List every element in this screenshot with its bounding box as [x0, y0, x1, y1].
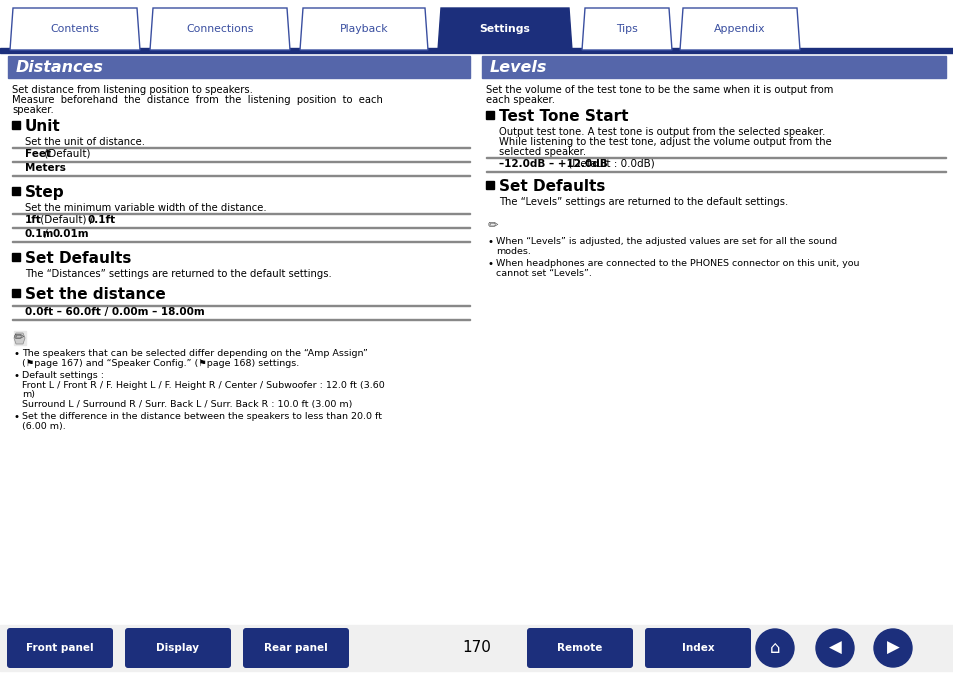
Text: 0.0ft – 60.0ft / 0.00m – 18.00m: 0.0ft – 60.0ft / 0.00m – 18.00m — [25, 307, 205, 317]
Text: The “Distances” settings are returned to the default settings.: The “Distances” settings are returned to… — [25, 269, 332, 279]
Polygon shape — [10, 8, 140, 50]
Text: ✏: ✏ — [13, 332, 24, 345]
Bar — [485, 111, 494, 119]
Bar — [12, 121, 20, 129]
Text: /: / — [41, 229, 51, 239]
Bar — [12, 187, 20, 195]
Text: Connections: Connections — [186, 24, 253, 34]
Text: Default settings :: Default settings : — [22, 371, 104, 380]
Text: Index: Index — [681, 643, 714, 653]
Text: (Default) /: (Default) / — [36, 215, 96, 225]
Text: (Default): (Default) — [41, 149, 90, 159]
Text: Surround L / Surround R / Surr. Back L / Surr. Back R : 10.0 ft (3.00 m): Surround L / Surround R / Surr. Back L /… — [22, 400, 352, 409]
Polygon shape — [14, 333, 25, 344]
Text: Set the volume of the test tone to be the same when it is output from: Set the volume of the test tone to be th… — [485, 85, 833, 95]
Text: Measure  beforehand  the  distance  from  the  listening  position  to  each: Measure beforehand the distance from the… — [12, 95, 382, 105]
Text: cannot set “Levels”.: cannot set “Levels”. — [496, 269, 591, 277]
Text: Contents: Contents — [51, 24, 99, 34]
Bar — [12, 253, 20, 261]
Text: Feet: Feet — [25, 149, 51, 159]
Text: Meters: Meters — [25, 163, 66, 173]
Bar — [12, 289, 20, 297]
Text: •: • — [14, 371, 20, 381]
Polygon shape — [299, 8, 428, 50]
Bar — [485, 181, 494, 189]
Text: •: • — [14, 412, 20, 422]
FancyBboxPatch shape — [243, 628, 349, 668]
Text: Set the unit of distance.: Set the unit of distance. — [25, 137, 145, 147]
Text: ◀: ◀ — [828, 639, 841, 657]
Text: Set Defaults: Set Defaults — [25, 251, 132, 266]
Bar — [14, 331, 26, 345]
Text: Unit: Unit — [25, 119, 61, 134]
Text: Settings: Settings — [479, 24, 530, 34]
Text: (6.00 m).: (6.00 m). — [22, 421, 66, 431]
Bar — [8, 56, 470, 78]
Bar — [0, 625, 953, 671]
Text: Levels: Levels — [490, 59, 547, 75]
FancyBboxPatch shape — [7, 628, 112, 668]
Text: 0.01m: 0.01m — [52, 229, 89, 239]
Text: Set distance from listening position to speakers.: Set distance from listening position to … — [12, 85, 253, 95]
Text: Set Defaults: Set Defaults — [498, 179, 605, 194]
Bar — [0, 48, 953, 53]
Text: The speakers that can be selected differ depending on the “Amp Assign”: The speakers that can be selected differ… — [22, 349, 368, 358]
Text: Set the distance: Set the distance — [25, 287, 166, 302]
Polygon shape — [581, 8, 671, 50]
Text: each speaker.: each speaker. — [485, 95, 555, 105]
Circle shape — [815, 629, 853, 667]
Text: When “Levels” is adjusted, the adjusted values are set for all the sound: When “Levels” is adjusted, the adjusted … — [496, 237, 836, 246]
Text: (⚑​page 167) and “Speaker Config.” (⚑​page 168) settings.: (⚑​page 167) and “Speaker Config.” (⚑​pa… — [22, 359, 299, 367]
Text: selected speaker.: selected speaker. — [498, 147, 585, 157]
Text: ▶: ▶ — [885, 639, 899, 657]
Text: Front panel: Front panel — [26, 643, 93, 653]
Text: 1ft: 1ft — [25, 215, 42, 225]
Text: •: • — [14, 349, 20, 359]
Text: 0.1m: 0.1m — [25, 229, 54, 239]
Text: Rear panel: Rear panel — [264, 643, 328, 653]
Text: Distances: Distances — [16, 59, 104, 75]
Text: Output test tone. A test tone is output from the selected speaker.: Output test tone. A test tone is output … — [498, 127, 824, 137]
Text: Set the minimum variable width of the distance.: Set the minimum variable width of the di… — [25, 203, 266, 213]
Circle shape — [873, 629, 911, 667]
Polygon shape — [437, 8, 572, 50]
Text: Test Tone Start: Test Tone Start — [498, 109, 628, 124]
Text: •: • — [488, 259, 494, 269]
Text: Display: Display — [156, 643, 199, 653]
Polygon shape — [150, 8, 290, 50]
Text: 170: 170 — [462, 641, 491, 656]
Text: •: • — [488, 237, 494, 247]
Text: –12.0dB – +12.0dB: –12.0dB – +12.0dB — [498, 159, 607, 169]
Text: Playback: Playback — [339, 24, 388, 34]
Text: While listening to the test tone, adjust the volume output from the: While listening to the test tone, adjust… — [498, 137, 831, 147]
Text: 0.1ft: 0.1ft — [88, 215, 115, 225]
FancyBboxPatch shape — [644, 628, 750, 668]
Circle shape — [755, 629, 793, 667]
Text: Step: Step — [25, 185, 65, 200]
FancyBboxPatch shape — [125, 628, 231, 668]
Bar — [481, 56, 945, 78]
Text: m): m) — [22, 390, 35, 399]
Text: Remote: Remote — [557, 643, 602, 653]
Text: modes.: modes. — [496, 246, 530, 256]
Text: (Default : 0.0dB): (Default : 0.0dB) — [565, 159, 655, 169]
Text: Tips: Tips — [616, 24, 638, 34]
FancyBboxPatch shape — [526, 628, 633, 668]
Text: When headphones are connected to the PHONES connector on this unit, you: When headphones are connected to the PHO… — [496, 259, 859, 268]
Polygon shape — [679, 8, 800, 50]
Text: ✏: ✏ — [487, 219, 497, 232]
Text: ⌂: ⌂ — [769, 639, 780, 657]
Text: speaker.: speaker. — [12, 105, 53, 115]
Text: The “Levels” settings are returned to the default settings.: The “Levels” settings are returned to th… — [498, 197, 787, 207]
Text: Front L / Front R / F. Height L / F. Height R / Center / Subwoofer : 12.0 ft (3.: Front L / Front R / F. Height L / F. Hei… — [22, 380, 384, 390]
Text: Appendix: Appendix — [714, 24, 765, 34]
Text: Set the difference in the distance between the speakers to less than 20.0 ft: Set the difference in the distance betwe… — [22, 412, 381, 421]
